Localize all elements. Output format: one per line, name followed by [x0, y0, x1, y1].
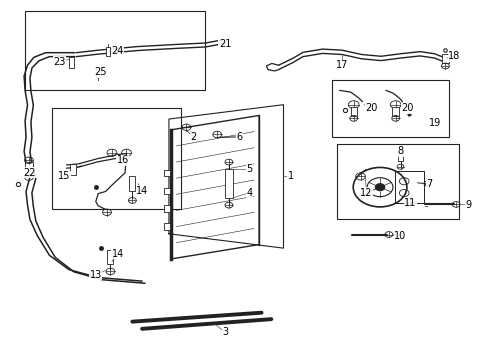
- Text: 13: 13: [89, 270, 102, 280]
- Text: 21: 21: [218, 39, 231, 49]
- Bar: [129, 176, 135, 191]
- Text: 2: 2: [190, 132, 196, 142]
- Bar: [25, 12, 205, 90]
- Text: 23: 23: [53, 57, 65, 67]
- Text: 17: 17: [335, 60, 347, 70]
- Bar: [394, 171, 424, 203]
- Text: 16: 16: [116, 155, 128, 165]
- Bar: [397, 150, 402, 161]
- Text: 9: 9: [465, 200, 471, 210]
- Bar: [163, 224, 170, 230]
- Text: 7: 7: [426, 179, 432, 189]
- Bar: [163, 188, 170, 194]
- Text: 18: 18: [447, 51, 459, 61]
- Bar: [52, 108, 181, 209]
- Circle shape: [374, 184, 384, 191]
- Bar: [331, 80, 448, 137]
- Bar: [107, 250, 113, 264]
- Text: 6: 6: [236, 132, 242, 142]
- Bar: [441, 54, 447, 63]
- Text: 25: 25: [94, 67, 107, 77]
- Bar: [336, 144, 458, 220]
- Bar: [392, 107, 398, 116]
- Text: 8: 8: [397, 146, 403, 156]
- Bar: [163, 170, 170, 176]
- Text: 20: 20: [365, 103, 377, 113]
- Text: 10: 10: [394, 231, 406, 240]
- Text: 20: 20: [401, 103, 413, 113]
- Bar: [70, 164, 76, 175]
- Bar: [350, 107, 356, 116]
- Text: 1: 1: [287, 171, 293, 181]
- Bar: [69, 57, 74, 68]
- Text: 12: 12: [360, 188, 372, 198]
- Text: 14: 14: [136, 186, 148, 196]
- Text: 22: 22: [23, 168, 36, 178]
- Bar: [163, 206, 170, 212]
- Text: 4: 4: [246, 188, 252, 198]
- Text: 3: 3: [222, 327, 227, 337]
- Text: 14: 14: [111, 248, 123, 258]
- Text: 5: 5: [246, 164, 252, 174]
- Text: 24: 24: [111, 46, 123, 56]
- Text: 11: 11: [404, 198, 416, 208]
- Bar: [96, 68, 101, 77]
- Bar: [224, 169, 232, 198]
- Bar: [25, 162, 33, 176]
- Text: 19: 19: [427, 118, 440, 128]
- Bar: [105, 47, 110, 56]
- Text: 15: 15: [58, 171, 70, 181]
